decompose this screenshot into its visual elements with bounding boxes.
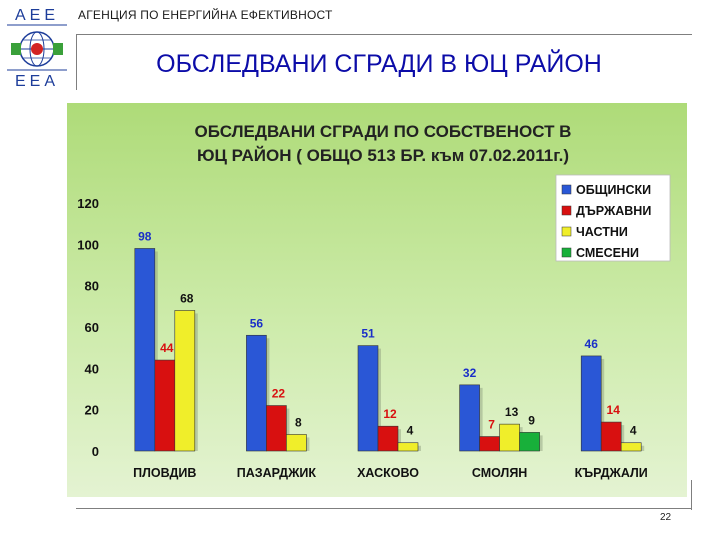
data-label: 4 — [407, 424, 414, 438]
legend-swatch — [561, 247, 572, 258]
aee-logo: AEE EEA — [3, 3, 71, 90]
legend-label: ЧАСТНИ — [576, 225, 628, 239]
y-tick-label: 120 — [77, 196, 99, 211]
bar-3-3 — [519, 432, 540, 452]
y-tick-label: 40 — [85, 361, 99, 376]
bar-0-0 — [134, 248, 156, 452]
category-label: ХАСКОВО — [357, 466, 419, 480]
bar-2-3 — [499, 423, 520, 452]
data-label: 56 — [250, 316, 264, 330]
bar-1-1 — [266, 405, 287, 452]
bar-2-0 — [174, 310, 196, 452]
bar-0-2 — [357, 345, 379, 452]
bar-0-3 — [459, 384, 480, 452]
y-tick-label: 100 — [77, 237, 99, 252]
y-tick-label: 20 — [85, 403, 99, 418]
logo-bottom-text: EEA — [15, 73, 59, 89]
footer-divider — [76, 508, 692, 509]
bar-chart: ОБСЛЕДВАНИ СГРАДИ ПО СОБСТВЕНОСТ В ЮЦ РА… — [67, 103, 687, 497]
agency-name: АГЕНЦИЯ ПО ЕНЕРГИЙНА ЕФЕКТИВНОСТ — [78, 8, 333, 22]
chart-legend: ОБЩИНСКИ ДЪРЖАВНИ ЧАСТНИ СМЕСЕНИ — [555, 174, 671, 262]
data-label: 8 — [295, 415, 302, 429]
bar-2-2 — [397, 442, 419, 452]
bar-2-4 — [620, 442, 642, 452]
legend-box — [555, 174, 671, 262]
header-divider — [76, 34, 692, 35]
page-number: 22 — [660, 512, 672, 523]
legend-label: ДЪРЖАВНИ — [576, 204, 651, 218]
category-label: КЪРДЖАЛИ — [575, 466, 648, 480]
legend-label: СМЕСЕНИ — [576, 246, 639, 260]
data-label: 7 — [488, 418, 495, 432]
data-label: 44 — [160, 341, 174, 355]
data-label: 12 — [383, 407, 397, 421]
data-label: 13 — [505, 405, 519, 419]
bar-2-1 — [286, 434, 307, 452]
category-label: СМОЛЯН — [472, 466, 527, 480]
data-label: 14 — [607, 403, 621, 417]
bar-0-4 — [580, 355, 602, 452]
legend-swatch — [561, 184, 572, 195]
logo-top-text: AEE — [15, 7, 59, 24]
data-label: 32 — [463, 366, 477, 380]
globe-icon — [11, 31, 63, 67]
legend-swatch — [561, 226, 572, 237]
y-tick-label: 60 — [85, 320, 99, 335]
category-label: ПАЗАРДЖИК — [237, 466, 317, 480]
data-label: 22 — [272, 387, 286, 401]
bar-1-3 — [479, 436, 500, 452]
legend-swatch — [561, 205, 572, 216]
y-tick-label: 80 — [85, 279, 99, 294]
footer-vertical-divider — [691, 480, 692, 510]
data-label: 68 — [180, 291, 194, 305]
bar-1-4 — [600, 421, 622, 452]
legend-label: ОБЩИНСКИ — [576, 183, 651, 197]
data-label: 4 — [630, 424, 637, 438]
bar-0-1 — [246, 334, 267, 452]
data-label: 46 — [585, 337, 599, 351]
header-vertical-divider — [76, 34, 77, 90]
data-label: 98 — [138, 229, 152, 243]
slide-title: ОБСЛЕДВАНИ СГРАДИ В ЮЦ РАЙОН — [156, 50, 602, 78]
bar-1-0 — [154, 359, 176, 452]
y-tick-label: 0 — [92, 444, 99, 459]
data-label: 51 — [361, 327, 375, 341]
data-label: 9 — [528, 413, 535, 427]
chart-title-line2: ЮЦ РАЙОН ( ОБЩО 513 БР. към 07.02.2011г.… — [197, 146, 569, 165]
bar-1-2 — [377, 425, 399, 452]
chart-title-line1: ОБСЛЕДВАНИ СГРАДИ ПО СОБСТВЕНОСТ В — [195, 122, 572, 141]
category-label: ПЛОВДИВ — [133, 466, 196, 480]
